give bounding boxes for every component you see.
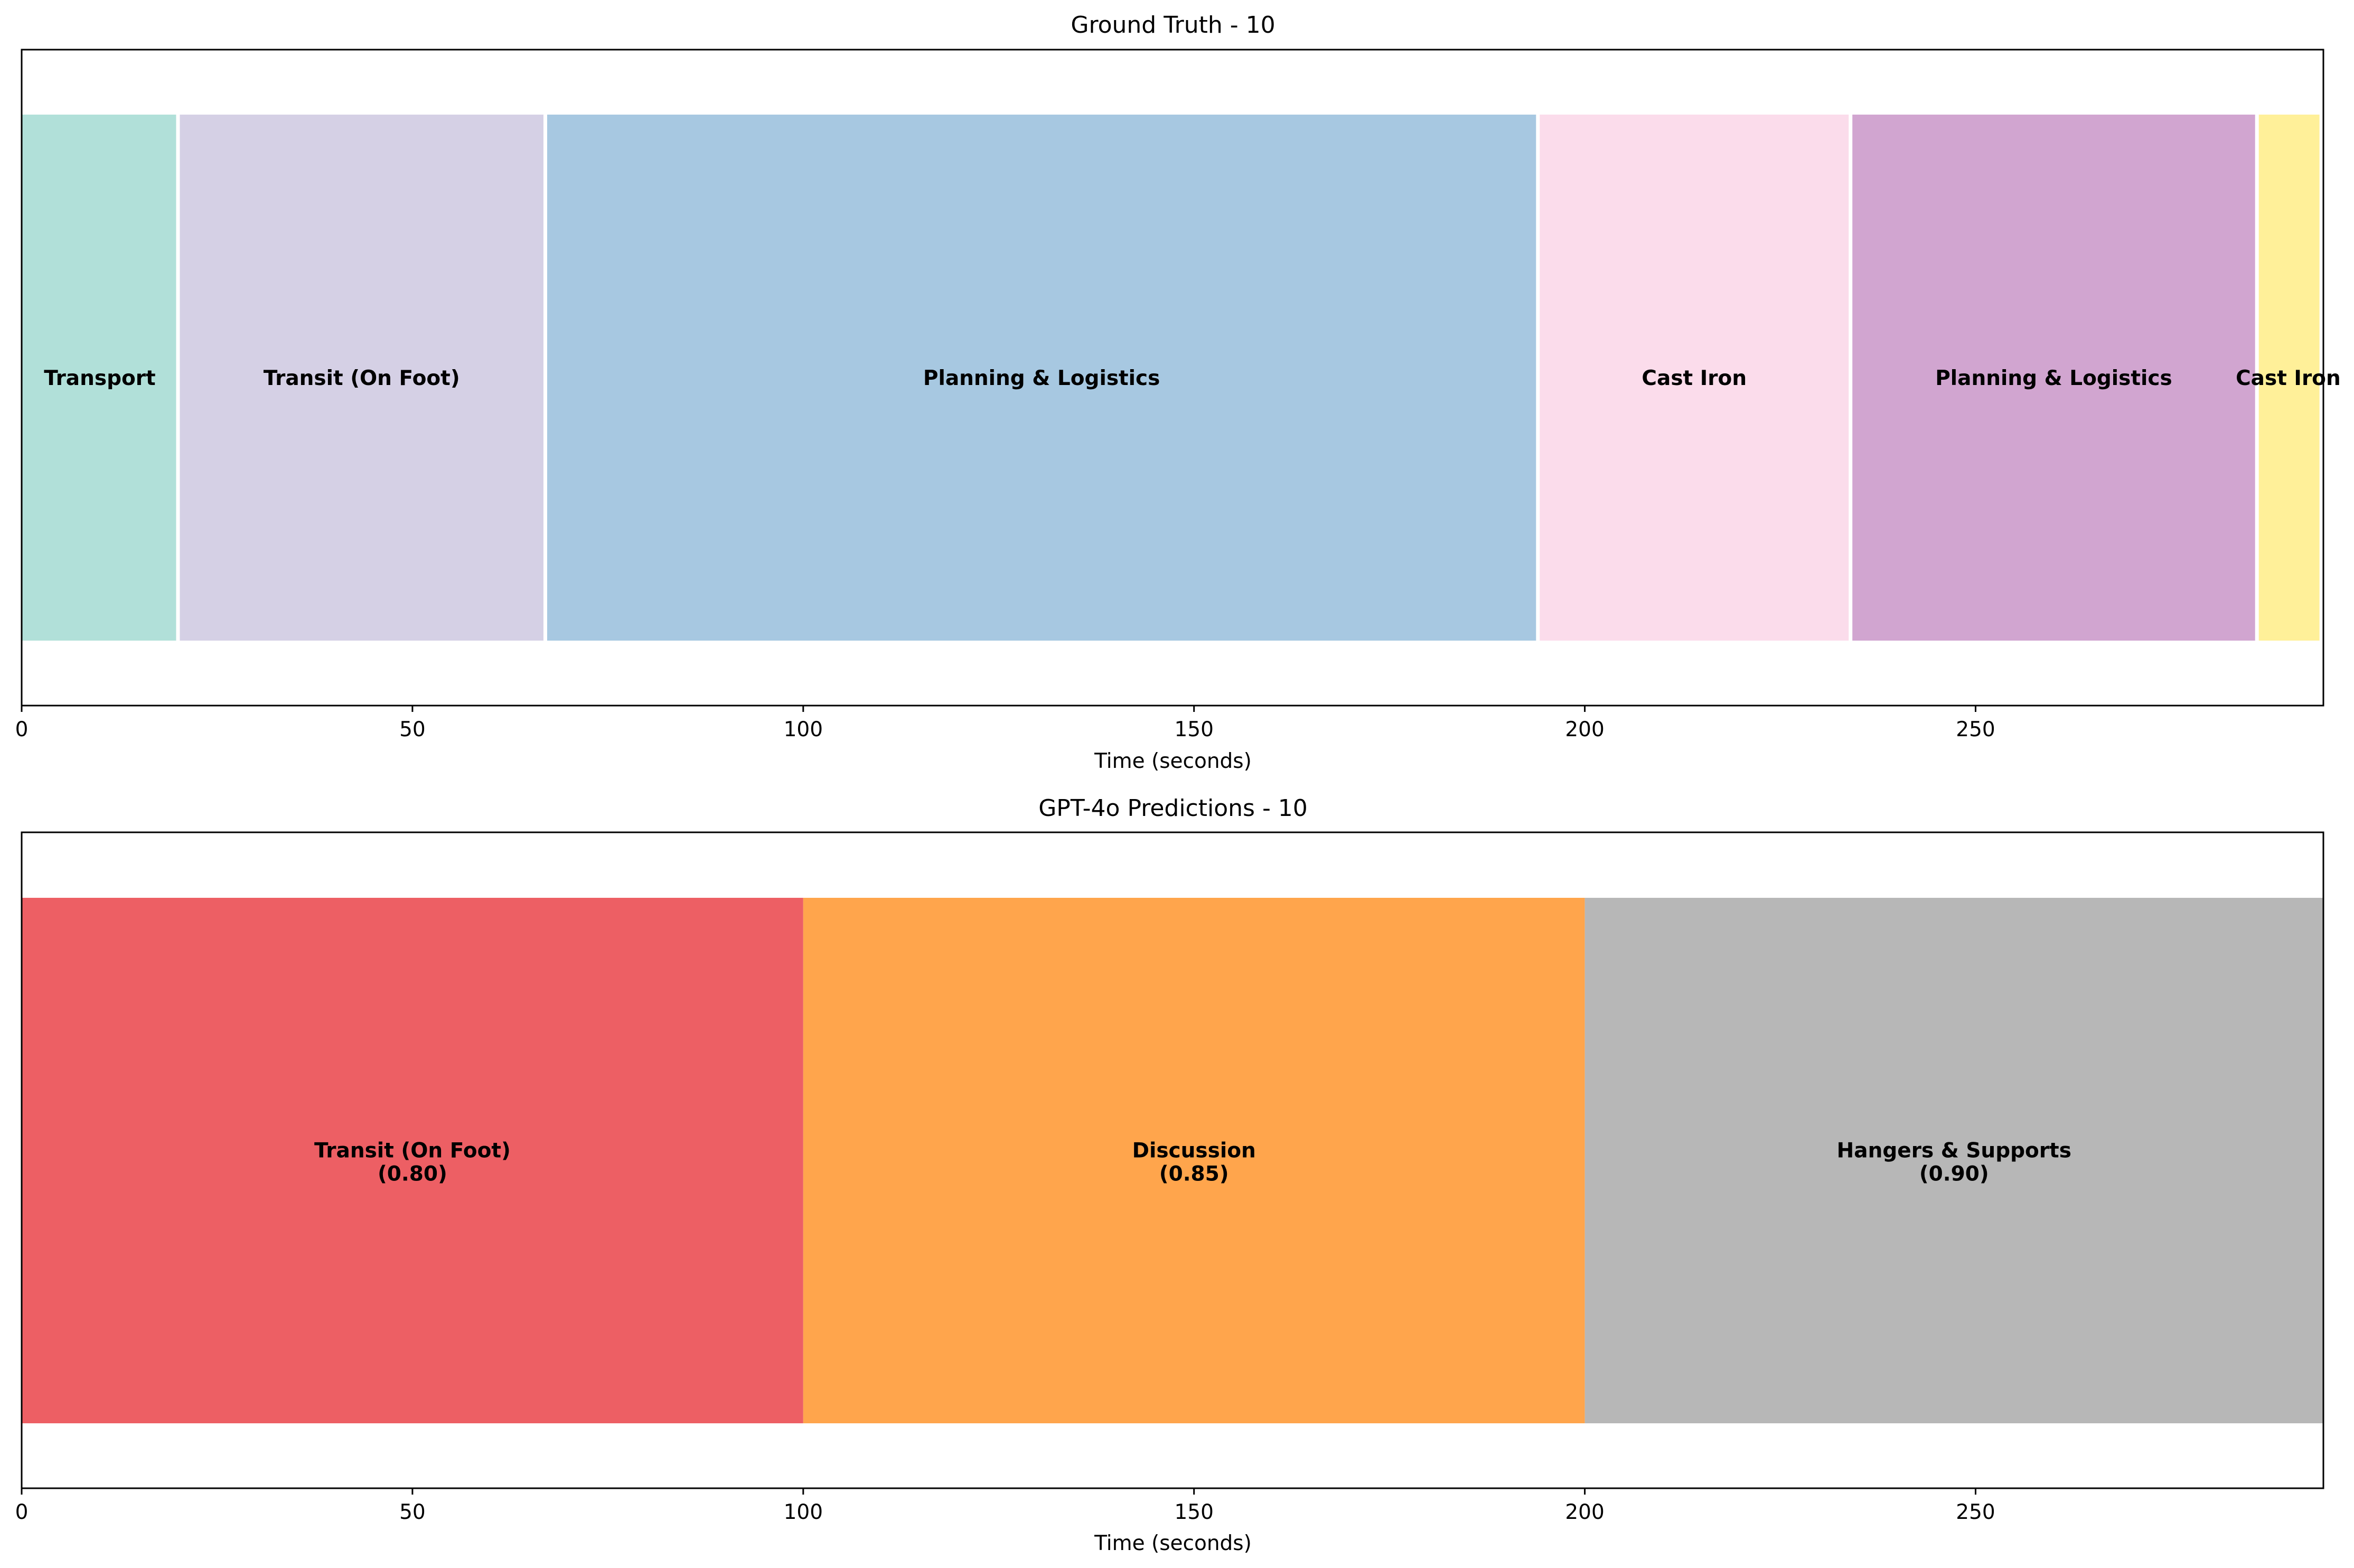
ground-truth-x-tick-label: 200 <box>1565 718 1604 741</box>
predictions-segment-name: Transit (On Foot) <box>314 1139 511 1163</box>
predictions-x-tick-label: 250 <box>1956 1500 1995 1524</box>
predictions-segment-bar <box>803 898 1585 1423</box>
ground-truth-segment-label: Planning & Logistics <box>923 367 1160 390</box>
ground-truth-x-axis-label: Time (seconds) <box>1094 749 1252 773</box>
ground-truth-panel: Ground Truth - 10 Transport Transit (On F… <box>15 12 2341 773</box>
predictions-x-tick-label: 100 <box>784 1500 823 1524</box>
predictions-x-tick-label: 0 <box>15 1500 29 1524</box>
ground-truth-x-tick-label: 150 <box>1174 718 1213 741</box>
predictions-segment-score: (0.85) <box>1159 1162 1229 1186</box>
ground-truth-plot-frame <box>21 49 2324 707</box>
predictions-x-tick-label: 50 <box>399 1500 426 1524</box>
predictions-segment-label: Hangers & Supports (0.90) <box>1837 1139 2071 1186</box>
predictions-segment-name: Discussion <box>1132 1139 1256 1163</box>
predictions-segment-bar <box>1584 898 2323 1423</box>
predictions-x-tick-label: 150 <box>1174 1500 1213 1524</box>
predictions-plot-frame <box>21 831 2324 1489</box>
predictions-segment-bar <box>22 898 803 1423</box>
ground-truth-x-tick-label: 50 <box>399 718 426 741</box>
ground-truth-segment-bar <box>1852 115 2255 641</box>
predictions-segment-score: (0.80) <box>378 1162 447 1186</box>
ground-truth-x-tick-label: 100 <box>784 718 823 741</box>
ground-truth-segment-label: Cast Iron <box>1642 367 1747 390</box>
predictions-segments: Transit (On Foot) (0.80) Discussion (0.85) H… <box>22 898 2323 1423</box>
predictions-segment-label: Discussion (0.85) <box>1132 1139 1256 1186</box>
predictions-segment-name: Hangers & Supports <box>1837 1139 2071 1163</box>
ground-truth-segment-bar <box>2258 115 2320 641</box>
ground-truth-segments: Transport Transit (On Foot) Planning & Log… <box>22 115 2341 641</box>
ground-truth-x-tick-label: 0 <box>15 718 29 741</box>
ground-truth-segment-label: Planning & Logistics <box>1935 367 2172 390</box>
ground-truth-segment-label: Transit (On Foot) <box>264 367 460 390</box>
ground-truth-segment-label: Cast Iron <box>2236 367 2341 390</box>
ground-truth-segment-bar <box>180 115 543 641</box>
predictions-segment-score: (0.90) <box>1919 1162 1989 1186</box>
predictions-segment-label: Transit (On Foot) (0.80) <box>314 1139 511 1186</box>
predictions-x-axis-label: Time (seconds) <box>1094 1532 1252 1555</box>
predictions-title: GPT-4o Predictions - 10 <box>1038 795 1308 822</box>
predictions-x-tick-label: 200 <box>1565 1500 1604 1524</box>
ground-truth-segment-bar <box>547 115 1536 641</box>
ground-truth-segment-bar <box>22 115 176 641</box>
predictions-panel: GPT-4o Predictions - 10 Transit (On Foot… <box>15 795 2324 1555</box>
ground-truth-x-tick-label: 250 <box>1956 718 1995 741</box>
ground-truth-segment-label: Transport <box>44 367 155 390</box>
predictions-x-ticks: 0 50 100 150 200 250 <box>15 1488 1995 1524</box>
ground-truth-segment-bar <box>1540 115 1849 641</box>
ground-truth-title: Ground Truth - 10 <box>1071 12 1275 39</box>
ground-truth-x-ticks: 0 50 100 150 200 250 <box>15 706 1995 741</box>
